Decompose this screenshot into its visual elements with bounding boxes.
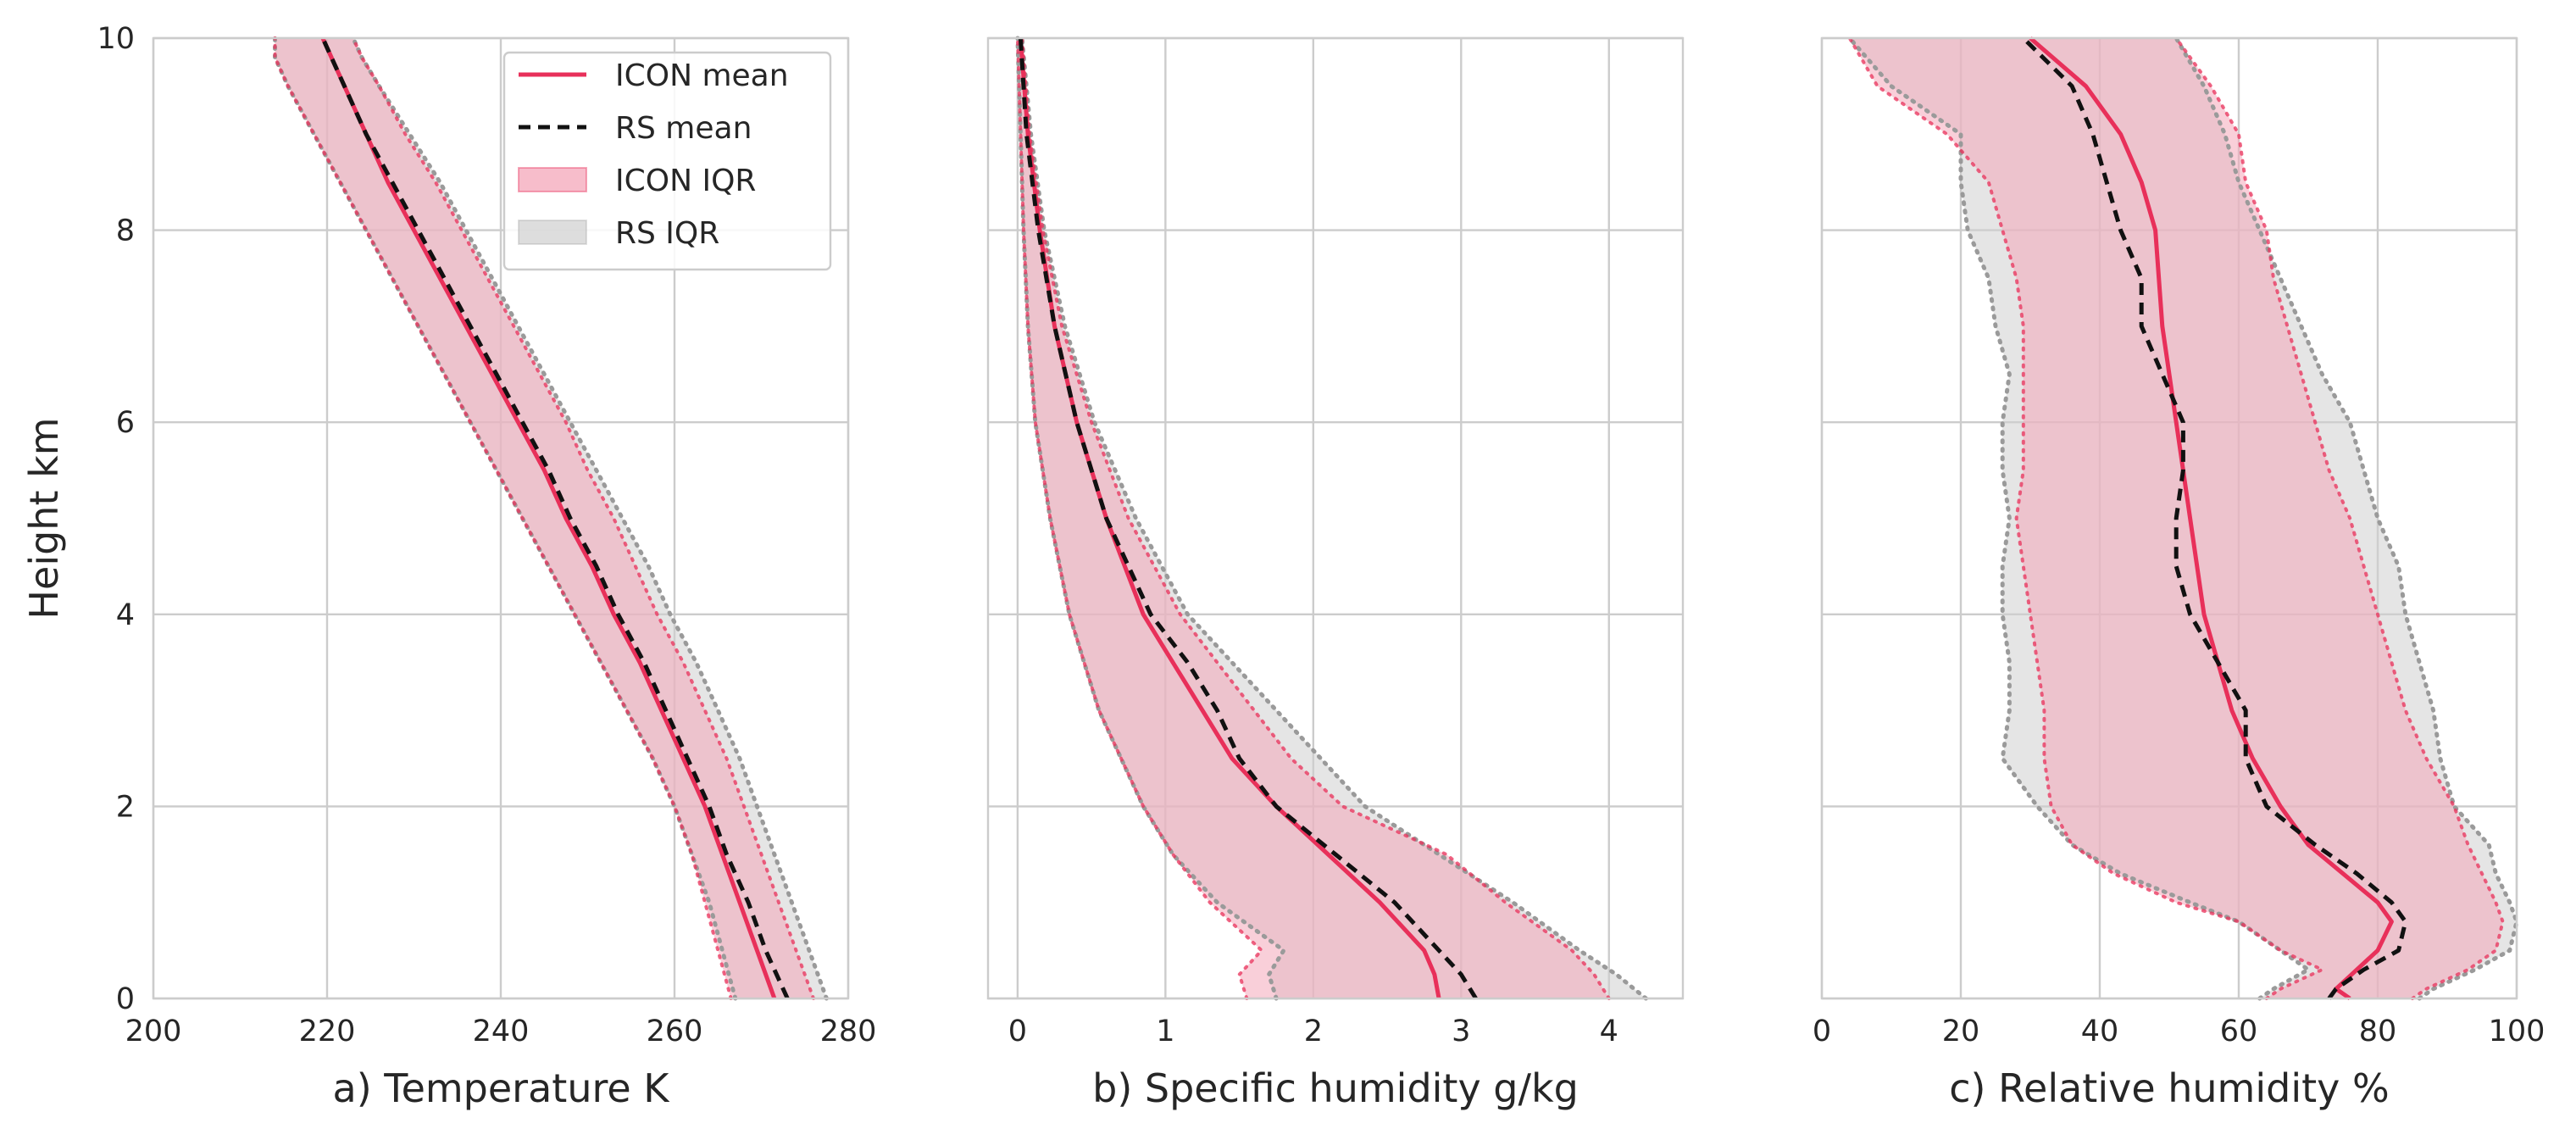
icon-iqr-high-edge [351, 36, 815, 1000]
legend-label: RS IQR [615, 216, 719, 251]
rs-iqr-high-edge [2174, 36, 2519, 1001]
panel-3: 0 20 40 60 80 100 c) Relative humidity % [1813, 36, 2545, 1111]
legend-rs-iqr-swatch [518, 220, 587, 245]
x-tick-label: 60 [2220, 1015, 2258, 1048]
legend-label: ICON mean [615, 58, 789, 93]
legend-box [502, 51, 832, 271]
x-tick-label: 2 [1304, 1015, 1323, 1048]
panel-2: 0 1 2 3 4 b) Specific humidity g/kg [986, 36, 1685, 1111]
rs-mean-line [1018, 37, 1478, 1000]
rs-mean-line [320, 36, 790, 1000]
x-tick-label: 260 [647, 1015, 703, 1048]
legend-icon-iqr-swatch [518, 167, 587, 192]
x-axis-label: a) Temperature K [333, 1065, 671, 1111]
x-tick-label: 240 [473, 1015, 530, 1048]
y-tick-label: 6 [116, 406, 135, 440]
y-tick-label: 4 [116, 598, 135, 632]
rs-mean-line [2022, 36, 2408, 1000]
rs-iqr-high-edge [1019, 36, 1648, 1001]
axes-frame [986, 36, 1685, 1000]
y-axis-label: Height km [21, 417, 67, 619]
x-tick-label: 100 [2489, 1015, 2545, 1048]
icon-iqr-band [275, 38, 813, 998]
x-tick-label: 20 [1942, 1015, 1980, 1048]
x-tick-label: 0 [1813, 1015, 1831, 1048]
y-tick-label: 0 [116, 982, 135, 1016]
icon-iqr-low-edge [1847, 36, 2327, 1000]
rs-iqr-low-edge [273, 36, 738, 1001]
icon-iqr-high-edge [2174, 36, 2505, 1000]
panel-1: 200 220 240 260 280 0 2 4 6 8 10 a) Temperature K He… [21, 22, 876, 1111]
icon-iqr-band [1017, 38, 1609, 998]
y-tick-label: 8 [116, 214, 135, 248]
x-axis-label: c) Relative humidity % [1949, 1065, 2389, 1111]
icon-mean-line [2029, 36, 2394, 1001]
legend-label: ICON IQR [615, 164, 756, 198]
x-tick-label: 80 [2359, 1015, 2397, 1048]
axes-frame [152, 36, 850, 1000]
icon-iqr-low-edge [1015, 36, 1264, 1000]
x-tick-label: 1 [1156, 1015, 1174, 1048]
x-tick-label: 3 [1452, 1015, 1470, 1048]
legend-label: RS mean [615, 111, 752, 146]
icon-iqr-low-edge [273, 36, 733, 1000]
x-tick-label: 40 [2081, 1015, 2119, 1048]
legend: ICON mean RS mean ICON IQR RS IQR [502, 51, 832, 271]
icon-iqr-high-edge [1020, 36, 1611, 1000]
x-tick-label: 200 [125, 1015, 182, 1048]
x-axis-label: b) Specific humidity g/kg [1092, 1065, 1579, 1111]
axes-frame [1820, 36, 2518, 1000]
x-tick-label: 220 [299, 1015, 356, 1048]
y-tick-label: 2 [116, 790, 135, 824]
rs-iqr-high-edge [351, 36, 829, 1001]
rs-iqr-low-edge [1847, 36, 2312, 1001]
x-tick-label: 0 [1008, 1015, 1027, 1048]
x-tick-label: 280 [820, 1015, 877, 1048]
y-tick-label: 10 [97, 22, 135, 56]
x-tick-label: 4 [1600, 1015, 1618, 1048]
